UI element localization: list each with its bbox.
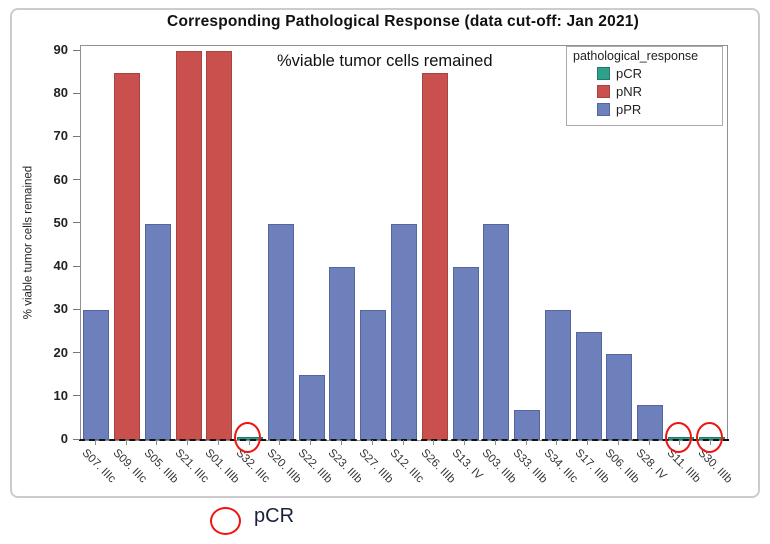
zero-baseline — [79, 439, 729, 441]
x-tick-11 — [402, 440, 404, 445]
bar-S33-IIIb — [514, 410, 541, 440]
bar-S23-IIIb — [329, 267, 356, 440]
bar-S21-IIIc — [175, 51, 202, 440]
footer-pcr-circle-icon — [210, 507, 241, 535]
y-tick-label-40: 40 — [53, 258, 68, 274]
bar-S34-IIIc — [544, 310, 571, 440]
chart-title: Corresponding Pathological Response (dat… — [167, 13, 639, 30]
x-tick-10 — [371, 440, 373, 445]
legend-swatch-pCR-icon — [597, 67, 610, 80]
y-tick-40 — [73, 265, 80, 267]
y-tick-0 — [73, 438, 80, 440]
legend-rows: pCR pNR pPR — [573, 66, 722, 117]
x-tick-17 — [587, 440, 589, 445]
legend-box: pathological_response pCR pNR pPR — [566, 46, 723, 126]
y-tick-label-10: 10 — [53, 387, 68, 403]
x-tick-7 — [279, 440, 281, 445]
bar-S12-IIIc — [391, 224, 417, 440]
y-tick-90 — [73, 49, 80, 51]
x-tick-3 — [156, 440, 158, 445]
x-tick-15 — [525, 440, 527, 445]
x-tick-2 — [125, 440, 127, 445]
x-tick-14 — [494, 440, 496, 445]
bar-S09-IIIc — [114, 73, 141, 440]
x-tick-5 — [217, 440, 219, 445]
pcr-circle-S11-IIIb — [664, 422, 692, 453]
bar-S17-IIIb — [575, 332, 602, 440]
x-tick-1 — [94, 440, 96, 445]
bar-S26-IIIb — [421, 73, 448, 440]
y-tick-30 — [73, 308, 80, 310]
x-tick-12 — [433, 440, 435, 445]
x-tick-16 — [556, 440, 558, 445]
y-axis-title: % viable tumor cells remained — [22, 165, 35, 320]
y-tick-label-80: 80 — [53, 85, 68, 101]
bar-S05-IIIb — [144, 224, 171, 440]
bar-S06-IIIb — [606, 354, 633, 440]
bar-S20-IIIb — [267, 224, 294, 440]
legend-entry-pNR: pNR — [597, 84, 722, 99]
plot-annotation: %viable tumor cells remained — [277, 52, 493, 70]
y-tick-80 — [73, 92, 80, 94]
legend-entry-pCR: pCR — [597, 66, 722, 81]
footer-pcr-label: pCR — [254, 505, 295, 527]
y-tick-label-60: 60 — [53, 171, 68, 187]
y-tick-60 — [73, 179, 80, 181]
bar-S01-IIIb — [206, 51, 233, 440]
legend-title: pathological_response — [573, 49, 699, 63]
legend-label-pCR: pCR — [616, 66, 643, 81]
bar-S27-IIIb — [360, 310, 387, 440]
bar-S22-IIIb — [298, 375, 325, 440]
legend-swatch-pPR-icon — [597, 103, 610, 116]
bar-S03-IIIb — [483, 224, 510, 440]
y-tick-label-0: 0 — [60, 431, 68, 446]
x-tick-4 — [187, 440, 189, 445]
y-tick-label-90: 90 — [53, 42, 68, 57]
pcr-circle-S30-IIIb — [695, 422, 723, 453]
y-tick-label-20: 20 — [53, 344, 68, 360]
x-tick-8 — [310, 440, 312, 445]
y-tick-70 — [73, 135, 80, 137]
bar-S13-IV — [452, 267, 479, 440]
legend-label-pNR: pNR — [616, 84, 643, 99]
x-tick-18 — [617, 440, 619, 445]
y-tick-label-30: 30 — [53, 301, 68, 317]
y-tick-label-70: 70 — [53, 128, 68, 144]
x-tick-19 — [648, 440, 650, 445]
bar-S28-IV — [637, 405, 664, 440]
pcr-circle-S32-IIIc — [234, 422, 262, 453]
legend-label-pPR: pPR — [616, 102, 642, 117]
x-tick-9 — [340, 440, 342, 445]
x-tick-13 — [464, 440, 466, 445]
y-tick-50 — [73, 222, 80, 224]
y-tick-label-50: 50 — [53, 214, 68, 230]
legend-swatch-pNR-icon — [597, 85, 610, 98]
y-tick-10 — [73, 395, 80, 397]
y-tick-20 — [73, 352, 80, 354]
bar-S07-IIIc — [83, 310, 110, 440]
legend-entry-pPR: pPR — [597, 102, 722, 117]
